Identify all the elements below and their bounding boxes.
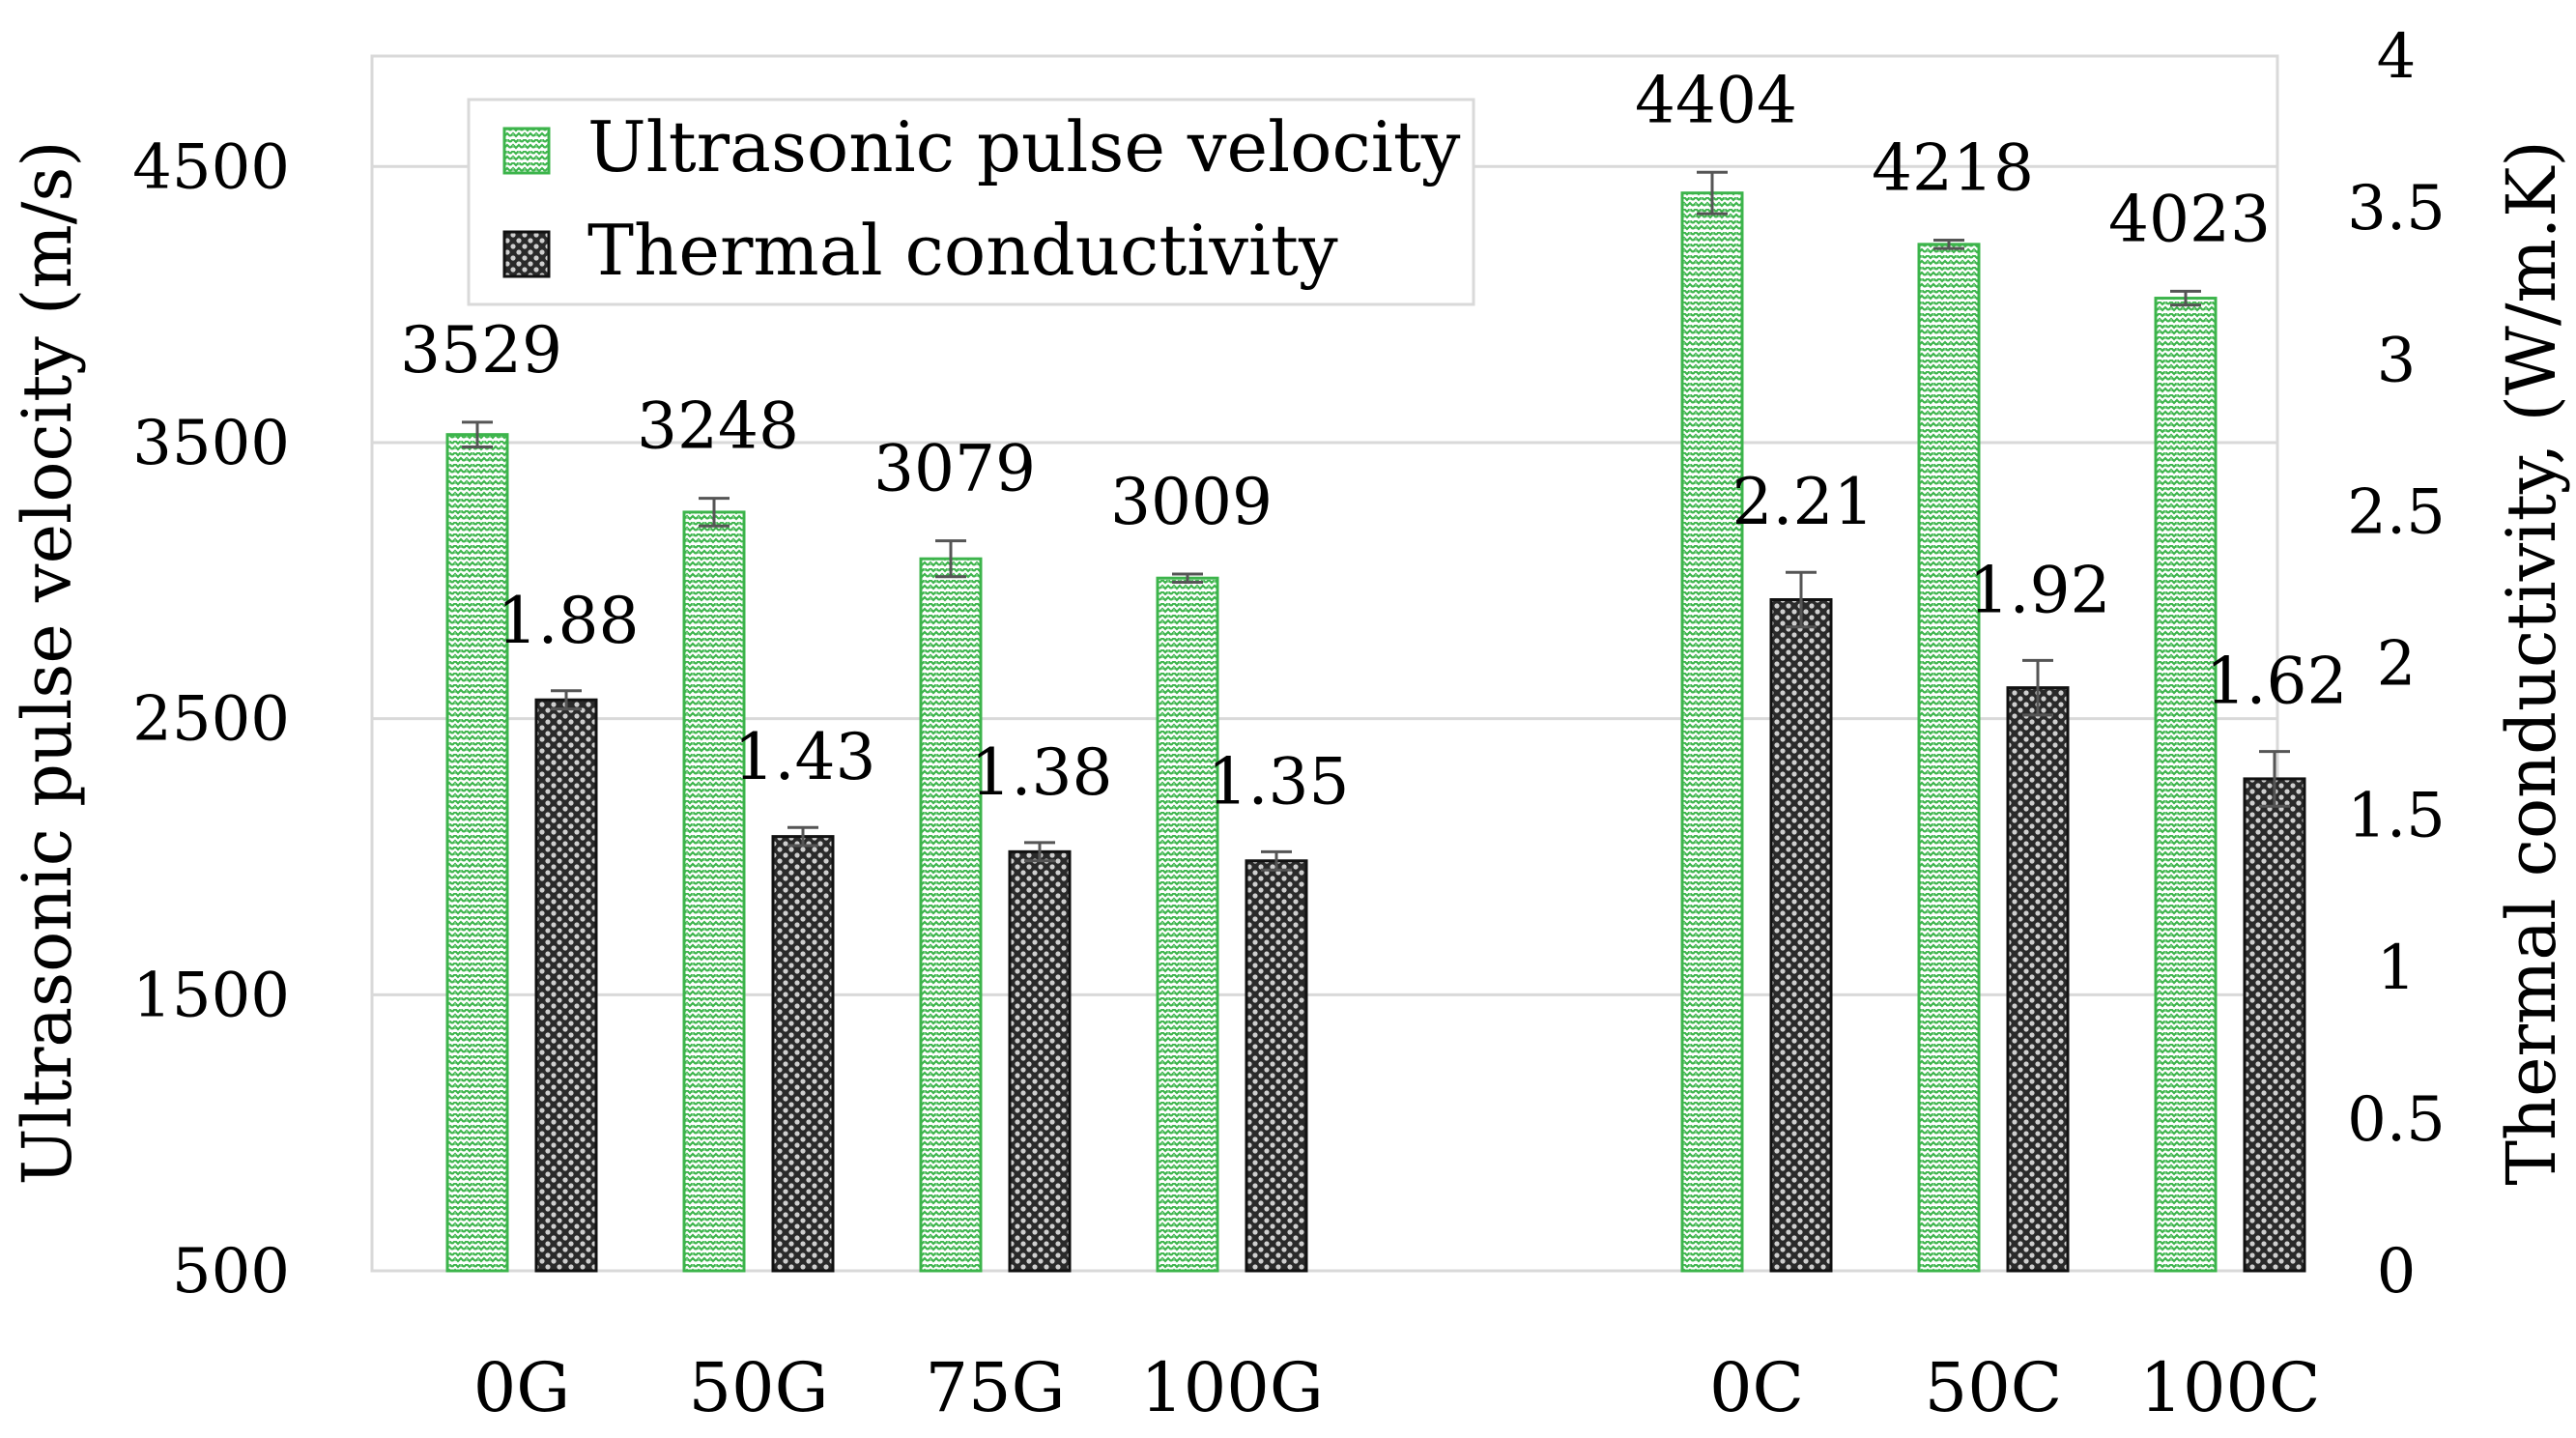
category-label: 50G (689, 1348, 829, 1427)
left-axis-ticks: 500 1500 2500 3500 4500 (132, 131, 290, 1308)
data-label-thermal: 1.92 (1969, 553, 2111, 627)
data-label-thermal: 1.38 (971, 735, 1113, 810)
left-tick-label: 1500 (132, 960, 290, 1031)
bar-ultrasonic (1680, 191, 1744, 1273)
right-tick-label: 3.5 (2347, 173, 2446, 244)
right-tick-label: 1.5 (2347, 781, 2446, 852)
left-axis-title: Ultrasonic pulse velocity (m/s) (8, 140, 87, 1185)
right-tick-label: 3 (2377, 325, 2417, 396)
category-label: 0G (473, 1348, 570, 1427)
category-label: 0C (1709, 1348, 1804, 1427)
data-label-thermal: 1.43 (734, 720, 876, 794)
data-label-ultrasonic: 3529 (400, 313, 562, 388)
bar-thermal (534, 698, 598, 1273)
legend-box (467, 98, 1475, 306)
legend-swatch-ultrasonic (502, 127, 551, 175)
bar-ultrasonic (1156, 576, 1219, 1273)
category-label: 50C (1925, 1348, 2063, 1427)
left-tick-label: 3500 (132, 408, 290, 479)
bar-thermal (2243, 777, 2306, 1273)
legend-label-thermal: Thermal conductivity (587, 210, 1338, 291)
bar-ultrasonic (919, 557, 983, 1273)
bar-ultrasonic (2154, 297, 2218, 1273)
bar-thermal (1008, 849, 1072, 1273)
data-label-thermal: 2.21 (1732, 465, 1875, 539)
left-tick-label: 4500 (132, 131, 290, 203)
bar-thermal (2006, 686, 2070, 1273)
right-tick-label: 0.5 (2347, 1084, 2446, 1156)
right-axis-ticks: 0 0.5 1 1.5 2 2.5 3 3.5 4 (2347, 21, 2446, 1308)
bar-ultrasonic (682, 510, 746, 1273)
bar-thermal (1245, 859, 1308, 1273)
category-label: 75G (926, 1348, 1066, 1427)
left-tick-label: 500 (172, 1236, 290, 1308)
data-label-thermal: 1.35 (1208, 744, 1350, 819)
category-labels: 0G 50G 75G 100G 0C 50C 100C (473, 1348, 2321, 1427)
legend-label-ultrasonic: Ultrasonic pulse velocity (587, 106, 1461, 187)
legend-swatch-thermal (502, 230, 551, 278)
right-axis-title: Thermal conductivity, (W/m.K) (2492, 140, 2571, 1185)
bar-ultrasonic (445, 433, 509, 1273)
data-label-thermal: 1.88 (498, 584, 640, 658)
bar-thermal (1769, 598, 1833, 1273)
data-label-ultrasonic: 3248 (637, 389, 799, 464)
right-tick-label: 0 (2377, 1236, 2417, 1308)
gridlines (372, 164, 2277, 1273)
plot-area-frame (370, 54, 2279, 1273)
bar-thermal (771, 835, 835, 1273)
right-tick-label: 2 (2377, 629, 2417, 701)
bar-ultrasonic (1917, 243, 1981, 1273)
legend: Ultrasonic pulse velocity Thermal conduc… (467, 98, 1475, 306)
right-tick-label: 4 (2377, 21, 2417, 93)
category-label: 100C (2139, 1348, 2320, 1427)
bars: 3529 1.88 3248 1.43 3079 1.38 3009 1.35 4404 2.21… (400, 63, 2348, 1273)
right-tick-label: 2.5 (2347, 476, 2446, 548)
data-label-ultrasonic: 4404 (1635, 63, 1797, 137)
data-label-ultrasonic: 3079 (873, 432, 1036, 506)
data-label-ultrasonic: 4023 (2108, 182, 2271, 256)
right-tick-label: 1 (2377, 933, 2417, 1004)
data-label-thermal: 1.62 (2206, 645, 2348, 719)
data-label-ultrasonic: 4218 (1872, 131, 2034, 206)
category-label: 100G (1140, 1348, 1324, 1427)
data-label-ultrasonic: 3009 (1110, 465, 1273, 539)
left-tick-label: 2500 (132, 684, 290, 756)
